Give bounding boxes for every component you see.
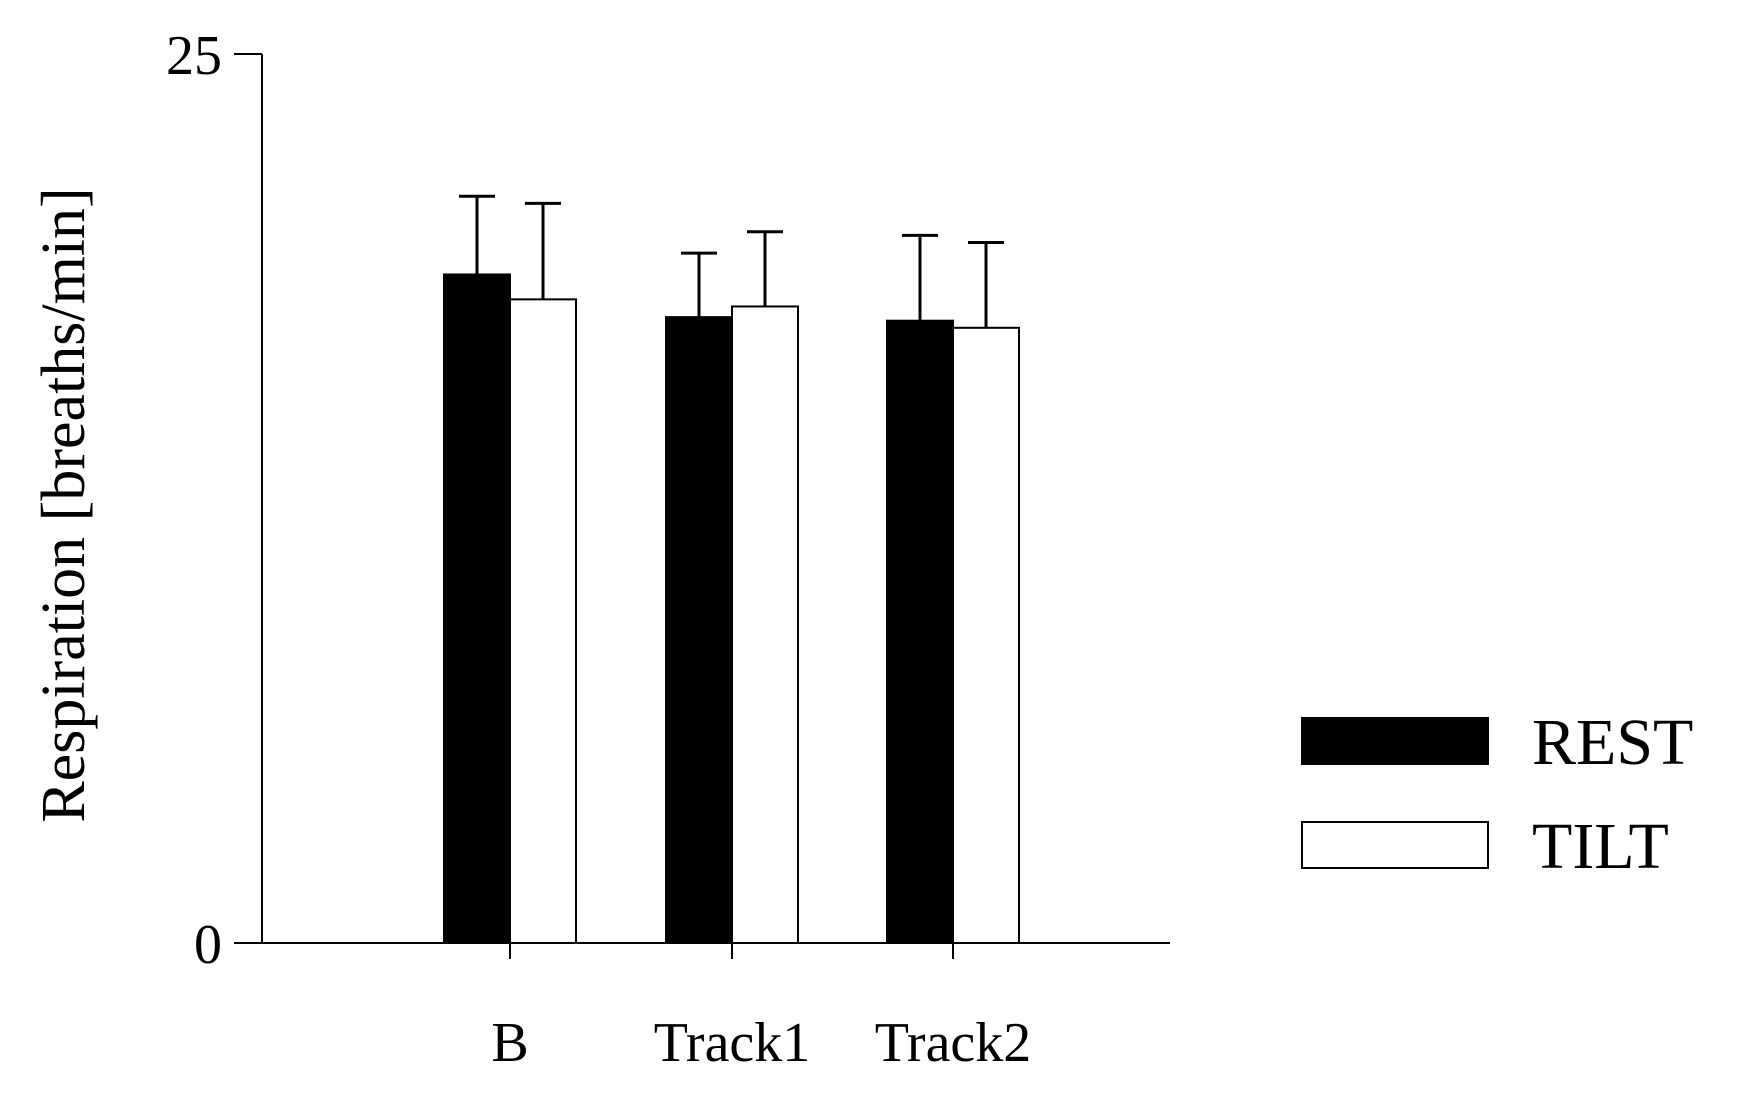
x-tick-label-b: B — [491, 1012, 528, 1074]
legend-label-rest: REST — [1532, 706, 1693, 779]
legend-swatch-tilt — [1301, 821, 1489, 869]
bar-tilt-track1 — [731, 305, 799, 944]
bar-rest-track2 — [886, 319, 954, 944]
y-axis-label: Respiration [breaths/min] — [30, 187, 98, 822]
x-tick-label-track1: Track1 — [654, 1012, 811, 1074]
bar-rest-track1 — [665, 316, 733, 945]
y-tick-label: 0 — [194, 914, 222, 976]
bar-tilt-track2 — [952, 326, 1020, 944]
bar-tilt-b — [509, 298, 577, 944]
legend-label-tilt: TILT — [1532, 810, 1669, 883]
legend: REST TILT — [1301, 706, 1693, 883]
x-tick-label-track2: Track2 — [875, 1012, 1032, 1074]
plot-area: 0 25 B Track1 Track2 — [166, 25, 1170, 1074]
legend-swatch-rest — [1301, 717, 1489, 765]
bar-rest-b — [443, 273, 511, 944]
y-tick-label: 25 — [166, 25, 222, 87]
